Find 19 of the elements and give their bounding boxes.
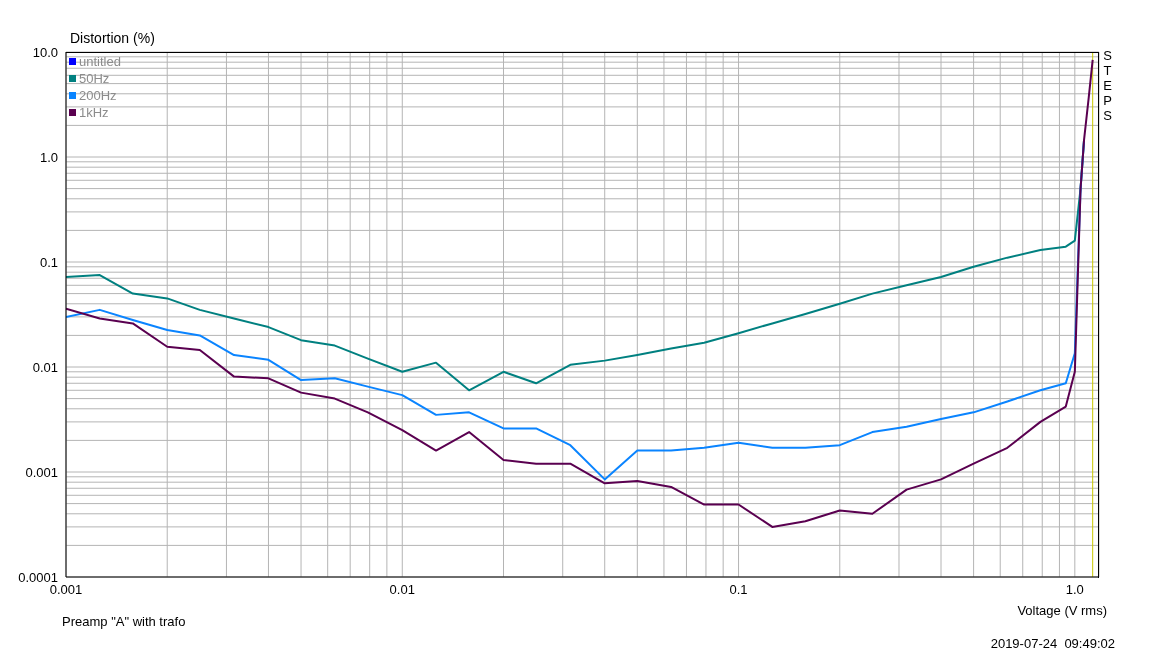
y-tick-label: 10.0 [32, 44, 58, 60]
legend-label: 1kHz [79, 104, 109, 121]
x-tick-label: 0.001 [49, 582, 83, 598]
y-tick-label: 0.0001 [18, 569, 58, 585]
x-tick-label: 1.0 [1065, 582, 1084, 598]
x-tick-label: 0.01 [389, 582, 415, 598]
text: STEPS [1103, 48, 1113, 123]
y-tick-label: 0.01 [32, 359, 58, 375]
y-tick-label: 0.001 [25, 464, 58, 480]
y-tick-label: 0.1 [39, 254, 58, 270]
y-tick-label: 1.0 [39, 149, 58, 165]
legend-label: 50Hz [79, 70, 110, 87]
y-axis-title: Distortion (%) [70, 30, 155, 46]
legend-label: 200Hz [79, 87, 117, 104]
text: Preamp "A" with trafo [62, 614, 186, 629]
legend-label: untitled [79, 53, 121, 70]
x-axis-title: Voltage (V rms) [1017, 603, 1107, 618]
text: 2019-07-24 09:49:02 [990, 636, 1115, 651]
x-tick-label: 0.1 [729, 582, 748, 598]
